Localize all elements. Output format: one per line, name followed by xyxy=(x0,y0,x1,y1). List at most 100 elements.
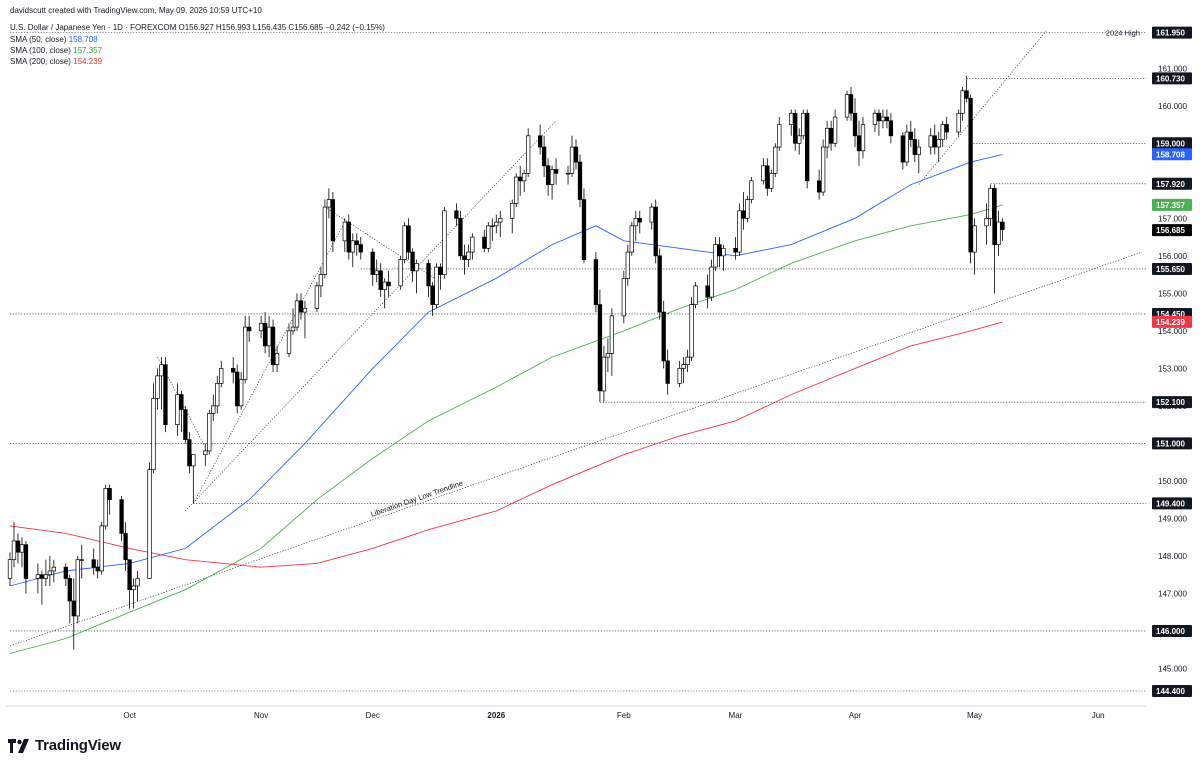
candle-body xyxy=(79,559,84,561)
candle-body xyxy=(123,533,128,561)
legend-sma50[interactable]: SMA (50, close) 158.708 xyxy=(10,34,98,45)
price-level-tag xyxy=(1152,72,1192,85)
candle-body xyxy=(43,574,49,579)
candle-body xyxy=(737,210,742,253)
indicator-value-tag-text: 157.357 xyxy=(1156,201,1185,210)
candle-body xyxy=(11,540,17,561)
candle-body xyxy=(541,146,547,167)
candle-body xyxy=(801,112,806,137)
candle-body xyxy=(805,112,810,182)
candle-body xyxy=(677,368,682,384)
candle-body xyxy=(67,578,72,602)
candle-body xyxy=(75,559,80,617)
candle-body xyxy=(135,578,140,587)
candle-body xyxy=(649,206,654,223)
candle-body xyxy=(908,131,913,140)
candle-body xyxy=(832,116,838,144)
trendline xyxy=(185,120,557,512)
candle-body xyxy=(880,116,886,122)
price-level-tag-text: 161.950 xyxy=(1156,29,1185,38)
x-tick-label: 2026 xyxy=(487,711,505,720)
tradingview-logo[interactable]: TradingView xyxy=(8,737,121,754)
candle-body xyxy=(705,285,710,298)
candle-body xyxy=(406,225,411,253)
legend-sma200[interactable]: SMA (200, close) 154.239 xyxy=(10,56,102,67)
price-level-tag xyxy=(1152,684,1192,697)
candle-body xyxy=(777,124,782,148)
y-tick-label: 149.000 xyxy=(1158,514,1187,523)
symbol-ohlc-legend: U.S. Dollar / Japanese Yen · 1D · FOREXC… xyxy=(10,23,385,32)
candle-body xyxy=(992,187,997,245)
trendline xyxy=(918,30,1047,185)
price-level-tag-text: 160.730 xyxy=(1156,74,1185,83)
candle-body xyxy=(239,379,244,407)
candle-body xyxy=(789,112,794,125)
candle-body xyxy=(95,566,100,572)
candle-body xyxy=(593,259,599,305)
candle-body xyxy=(653,206,658,257)
candle-body xyxy=(159,364,164,377)
candle-body xyxy=(47,570,53,576)
candle-body xyxy=(350,240,355,253)
price-level-tag xyxy=(1152,26,1192,39)
candle-body xyxy=(944,124,949,133)
candle-body xyxy=(549,169,555,185)
candle-body xyxy=(207,413,212,452)
x-tick-label: Oct xyxy=(123,711,136,720)
candle-body xyxy=(860,124,866,152)
candle-body xyxy=(745,199,750,219)
candle-body xyxy=(872,112,878,125)
candle-body xyxy=(286,330,292,354)
y-tick-label: 154.000 xyxy=(1158,327,1187,336)
candle-body xyxy=(370,251,375,275)
legend-sma50-value: 158.708 xyxy=(68,35,98,44)
candle-body xyxy=(605,353,611,358)
candle-body xyxy=(294,300,300,328)
candle-body xyxy=(490,225,495,227)
candle-body xyxy=(219,368,224,384)
y-tick-label: 147.000 xyxy=(1158,589,1187,598)
candle-body xyxy=(960,90,965,114)
candle-body xyxy=(629,225,634,253)
candle-body xyxy=(765,165,770,189)
candle-body xyxy=(597,304,603,392)
candle-body xyxy=(904,131,909,163)
candle-body xyxy=(514,176,519,204)
candle-body xyxy=(601,356,607,392)
y-tick-label: 153.000 xyxy=(1158,364,1187,373)
candle-body xyxy=(844,94,850,118)
price-level-tag xyxy=(1152,177,1192,190)
y-tick-label: 157.000 xyxy=(1158,214,1187,223)
candle-body xyxy=(402,225,407,260)
candle-body xyxy=(661,311,666,362)
candle-body xyxy=(733,247,738,253)
price-level-tag-text: 155.650 xyxy=(1156,265,1185,274)
price-level-tag xyxy=(1152,137,1192,150)
candle-body xyxy=(51,566,56,572)
candle-body xyxy=(494,221,499,227)
candle-body xyxy=(820,146,826,193)
indicator-value-tag-text: 158.708 xyxy=(1156,150,1185,159)
candle-body xyxy=(681,364,686,369)
candle-body xyxy=(410,251,415,272)
legend-sma100-value: 157.357 xyxy=(73,46,103,55)
candle-body xyxy=(769,172,774,189)
price-level-tag-text: 157.920 xyxy=(1156,180,1185,189)
candle-body xyxy=(912,139,917,155)
level-annotation: 2024 High xyxy=(1106,29,1140,38)
candle-body xyxy=(633,217,638,227)
candle-body xyxy=(398,259,403,287)
candle-body xyxy=(442,210,447,275)
candle-body xyxy=(581,199,587,260)
candle-body xyxy=(828,127,834,144)
candle-body xyxy=(23,544,29,579)
legend-sma100[interactable]: SMA (100, close) 157.357 xyxy=(10,45,102,56)
candle-body xyxy=(191,454,196,467)
candle-body xyxy=(876,112,882,122)
candle-body xyxy=(848,94,854,114)
price-level-tag-text: 154.450 xyxy=(1156,310,1185,319)
candle-body xyxy=(235,371,240,407)
candle-body xyxy=(609,315,615,354)
candle-body xyxy=(996,221,1001,245)
